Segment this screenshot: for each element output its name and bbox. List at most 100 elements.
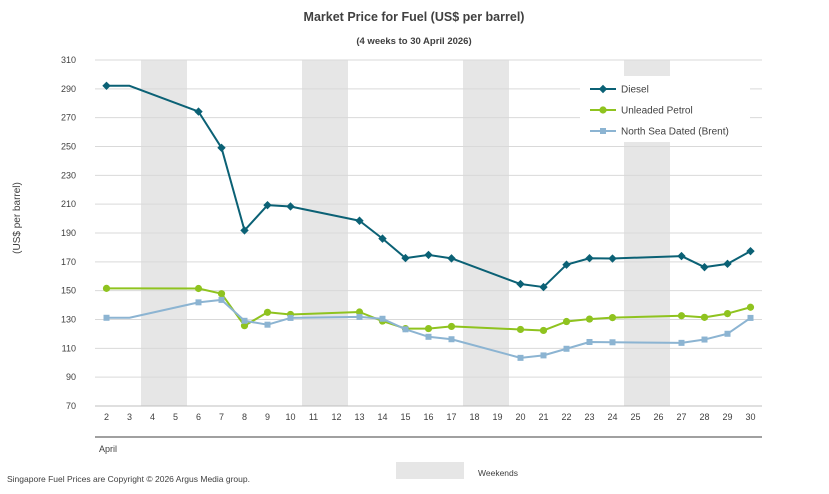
y-tick-label: 130 (61, 315, 76, 325)
brent-point (402, 326, 409, 333)
diesel-point (598, 84, 608, 94)
x-tick-label: 17 (446, 412, 456, 422)
unleaded-petrol-point (516, 325, 525, 334)
x-tick-label: 6 (196, 412, 201, 422)
x-tick-label: 5 (173, 412, 178, 422)
brent-point (563, 345, 570, 352)
x-tick-label: 25 (630, 412, 640, 422)
month-label: April (99, 444, 117, 454)
y-tick-label: 270 (61, 113, 76, 123)
unleaded-petrol-point (263, 308, 272, 316)
x-tick-label: 22 (561, 412, 571, 422)
diesel-point (608, 254, 617, 263)
x-tick-label: 26 (653, 412, 663, 422)
copyright-footer: Singapore Fuel Prices are Copyright © 20… (7, 474, 250, 484)
brent-point (540, 352, 547, 359)
diesel-point (424, 250, 433, 260)
x-tick-label: 19 (492, 412, 502, 422)
x-tick-label: 11 (309, 412, 318, 422)
diesel-point (102, 81, 111, 91)
x-tick-label: 28 (699, 412, 709, 422)
unleaded-petrol-point (723, 309, 732, 318)
x-tick-label: 7 (219, 412, 224, 422)
unleaded-petrol-point (102, 284, 111, 292)
brent-point (517, 354, 524, 361)
x-tick-label: 14 (377, 412, 387, 422)
unleaded-petrol-point (539, 326, 548, 335)
x-tick-label: 21 (538, 412, 548, 422)
y-tick-label: 250 (61, 142, 76, 152)
diesel-point (447, 254, 456, 263)
brent-point (218, 296, 225, 303)
brent-point (448, 336, 455, 343)
x-tick-label: 8 (242, 412, 247, 422)
diesel-point (355, 216, 364, 225)
brent-point (195, 299, 202, 306)
brent-point (600, 128, 606, 134)
brent-point (264, 321, 271, 328)
y-tick-label: 90 (66, 372, 76, 382)
x-tick-label: 2 (104, 412, 109, 422)
unleaded-petrol-point (240, 322, 249, 330)
unleaded-petrol-point (355, 308, 364, 316)
unleaded-petrol-legend-label: Unleaded Petrol (621, 106, 693, 117)
diesel-point (194, 107, 203, 116)
legend: Diesel Unleaded Petrol North Sea Dated (Br… (580, 76, 750, 142)
unleaded-petrol-point (677, 312, 686, 320)
diesel-point (217, 143, 226, 152)
diesel-point (677, 251, 686, 261)
diesel-point (240, 226, 249, 235)
y-tick-label: 110 (62, 343, 76, 353)
y-tick-label: 210 (61, 199, 76, 209)
unleaded-petrol-point (562, 317, 571, 326)
brent-point (241, 317, 248, 324)
x-tick-label: 15 (400, 412, 410, 422)
x-tick-label: 9 (265, 412, 270, 422)
brent-point (356, 313, 363, 320)
chart-title: Market Price for Fuel (US$ per barrel) (304, 10, 525, 24)
x-tick-label: 30 (745, 412, 755, 422)
diesel-point (700, 262, 709, 272)
y-tick-label: 230 (61, 170, 76, 180)
x-tick-label: 20 (515, 412, 525, 422)
diesel-point (378, 234, 387, 243)
brent-point (287, 314, 294, 321)
weekend-legend-swatch (396, 462, 464, 479)
unleaded-petrol-point (746, 303, 755, 311)
diesel-point (585, 254, 594, 263)
diesel-point (562, 260, 571, 269)
x-tick-label: 24 (607, 412, 617, 422)
y-tick-label: 150 (61, 286, 76, 296)
y-axis-title: (US$ per barrel) (12, 182, 23, 254)
x-tick-label: 23 (584, 412, 594, 422)
diesel-point (263, 200, 272, 210)
brent-point (724, 330, 731, 337)
unleaded-petrol-point (599, 106, 607, 114)
diesel-point (401, 253, 410, 263)
unleaded-petrol-point (585, 315, 594, 323)
brent-point (701, 336, 708, 343)
x-tick-label: 4 (150, 412, 155, 422)
brent-point (609, 339, 616, 346)
brent-point (678, 339, 685, 346)
diesel-point (723, 259, 732, 269)
x-tick-label: 3 (127, 412, 132, 422)
brent-point (586, 338, 593, 345)
brent-point (747, 314, 754, 321)
unleaded-petrol-point (424, 324, 433, 333)
diesel-point (516, 279, 525, 289)
series-lines (102, 81, 755, 361)
diesel-legend-label: Diesel (621, 85, 649, 96)
unleaded-petrol-point (447, 322, 456, 331)
x-tick-label: 13 (354, 412, 364, 422)
unleaded-petrol-point (608, 314, 617, 322)
brent-point (379, 315, 386, 322)
unleaded-petrol-point (217, 290, 226, 298)
chart-subtitle: (4 weeks to 30 April 2026) (356, 36, 471, 47)
x-tick-label: 29 (722, 412, 732, 422)
x-tick-label: 18 (469, 412, 479, 422)
brent-point (103, 314, 110, 321)
y-tick-label: 190 (61, 228, 76, 238)
